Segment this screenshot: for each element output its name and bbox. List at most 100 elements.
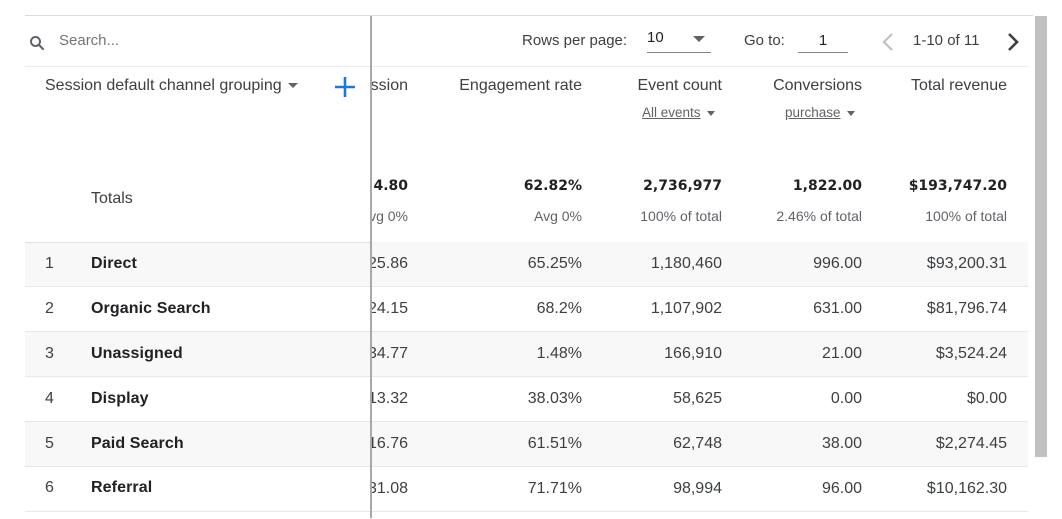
total-avg-session-sub: vg 0% <box>369 208 408 224</box>
cell-conversions: 96.00 <box>821 480 862 497</box>
cell-event-count: 1,107,902 <box>650 300 722 317</box>
total-engagement-rate: 62.82% <box>523 178 582 194</box>
search-input[interactable] <box>57 31 351 50</box>
cell-engagement-rate: 68.2% <box>536 300 582 317</box>
cell-avg-session: 16.76 <box>367 435 408 452</box>
channel-name[interactable]: Unassigned <box>91 345 183 362</box>
dropdown-caret-icon <box>706 110 715 116</box>
channel-name[interactable]: Referral <box>91 479 153 496</box>
cell-event-count: 98,994 <box>673 480 722 497</box>
divider <box>25 66 370 67</box>
channel-name[interactable]: Display <box>91 390 149 407</box>
column-header-engagement-rate[interactable]: Engagement rate <box>459 77 582 94</box>
total-engagement-rate-sub: Avg 0% <box>534 208 582 224</box>
channel-name[interactable]: Direct <box>91 255 137 272</box>
cell-total-revenue: $81,796.74 <box>926 300 1007 317</box>
vertical-scrollbar-thumb[interactable] <box>1035 16 1047 457</box>
column-header-conversions[interactable]: Conversions <box>773 77 862 94</box>
divider <box>25 376 370 377</box>
table-row[interactable]: 31.08 71.71% 98,994 96.00 $10,162.30 <box>25 467 1028 512</box>
divider <box>25 242 370 243</box>
cell-conversions: 996.00 <box>813 255 862 272</box>
total-conversions: 1,822.00 <box>792 178 862 194</box>
cell-conversions: 0.00 <box>830 390 862 407</box>
cell-avg-session: 34.77 <box>367 345 408 362</box>
frozen-row-bg <box>25 422 370 466</box>
total-avg-session: 4.80 <box>373 178 408 194</box>
cell-engagement-rate: 71.71% <box>527 480 582 497</box>
cell-engagement-rate: 65.25% <box>527 255 582 272</box>
cell-total-revenue: $93,200.31 <box>926 255 1007 272</box>
cell-engagement-rate: 1.48% <box>536 345 582 362</box>
cell-conversions: 38.00 <box>821 435 862 452</box>
event-filter-label: All events <box>642 105 701 120</box>
divider <box>25 466 370 467</box>
channel-name[interactable]: Paid Search <box>91 435 184 452</box>
total-event-count: 2,736,977 <box>643 178 722 194</box>
cell-avg-session: 24.15 <box>367 300 408 317</box>
frozen-row-bg <box>25 377 370 421</box>
cell-total-revenue: $0.00 <box>966 390 1007 407</box>
report-table-frame <box>25 15 1033 519</box>
dimension-selector[interactable]: Session default channel grouping <box>45 77 298 95</box>
frozen-row-bg <box>25 467 370 511</box>
row-index: 3 <box>45 345 54 362</box>
goto-label: Go to: <box>744 32 785 49</box>
total-revenue-sub: 100% of total <box>925 208 1007 224</box>
frozen-column-divider <box>370 16 372 518</box>
dropdown-caret-icon <box>846 110 855 116</box>
dropdown-caret-icon <box>287 83 298 89</box>
row-index: 1 <box>45 255 54 272</box>
next-page-button[interactable] <box>1003 30 1023 54</box>
dropdown-caret-icon <box>693 36 705 42</box>
divider <box>25 421 370 422</box>
cell-event-count: 166,910 <box>664 345 722 362</box>
divider <box>25 331 370 332</box>
cell-avg-session: 31.08 <box>367 480 408 497</box>
cell-conversions: 631.00 <box>813 300 862 317</box>
table-header: ssion Engagement rate Event count All ev… <box>25 67 1028 243</box>
previous-page-button[interactable] <box>878 30 898 54</box>
frozen-row-bg <box>25 287 370 331</box>
divider <box>25 286 370 287</box>
cell-event-count: 1,180,460 <box>650 255 722 272</box>
total-conversions-sub: 2.46% of total <box>776 208 862 224</box>
cell-event-count: 62,748 <box>673 435 722 452</box>
column-header-avg-session[interactable]: ssion <box>370 77 408 94</box>
cell-total-revenue: $3,524.24 <box>935 345 1007 362</box>
total-revenue: $193,747.20 <box>908 178 1007 194</box>
add-dimension-button[interactable] <box>334 76 356 98</box>
column-header-total-revenue[interactable]: Total revenue <box>910 77 1007 94</box>
table-row[interactable]: 24.15 68.2% 1,107,902 631.00 $81,796.74 <box>25 287 1028 332</box>
rows-per-page-label: Rows per page: <box>522 32 628 49</box>
column-header-event-count[interactable]: Event count <box>637 77 723 94</box>
frozen-dimension-header <box>25 16 370 242</box>
rows-per-page-select[interactable]: 10 <box>647 28 711 53</box>
search-icon <box>30 36 45 51</box>
row-index: 4 <box>45 390 54 407</box>
event-count-filter-dropdown[interactable]: All events <box>642 105 715 120</box>
cell-engagement-rate: 61.51% <box>527 435 582 452</box>
conversions-filter-dropdown[interactable]: purchase <box>785 105 855 120</box>
table-row[interactable]: 13.32 38.03% 58,625 0.00 $0.00 <box>25 377 1028 422</box>
totals-label: Totals <box>91 190 133 207</box>
rows-per-page-value: 10 <box>647 29 664 46</box>
total-event-count-sub: 100% of total <box>640 208 722 224</box>
cell-conversions: 21.00 <box>821 345 862 362</box>
channel-name[interactable]: Organic Search <box>91 300 211 317</box>
cell-total-revenue: $10,162.30 <box>926 480 1007 497</box>
cell-engagement-rate: 38.03% <box>527 390 582 407</box>
divider <box>25 511 370 512</box>
dimension-label: Session default channel grouping <box>45 77 282 94</box>
row-index: 2 <box>45 300 54 317</box>
goto-page-input[interactable] <box>798 28 848 53</box>
cell-total-revenue: $2,274.45 <box>935 435 1007 452</box>
cell-avg-session: 13.32 <box>367 390 408 407</box>
cell-avg-session: 25.86 <box>367 255 408 272</box>
conversion-event-label: purchase <box>785 105 841 120</box>
cell-event-count: 58,625 <box>673 390 722 407</box>
pagination-info: 1-10 of 11 <box>913 32 980 49</box>
frozen-row-bg <box>25 242 370 286</box>
row-index: 5 <box>45 435 54 452</box>
frozen-row-bg <box>25 332 370 376</box>
